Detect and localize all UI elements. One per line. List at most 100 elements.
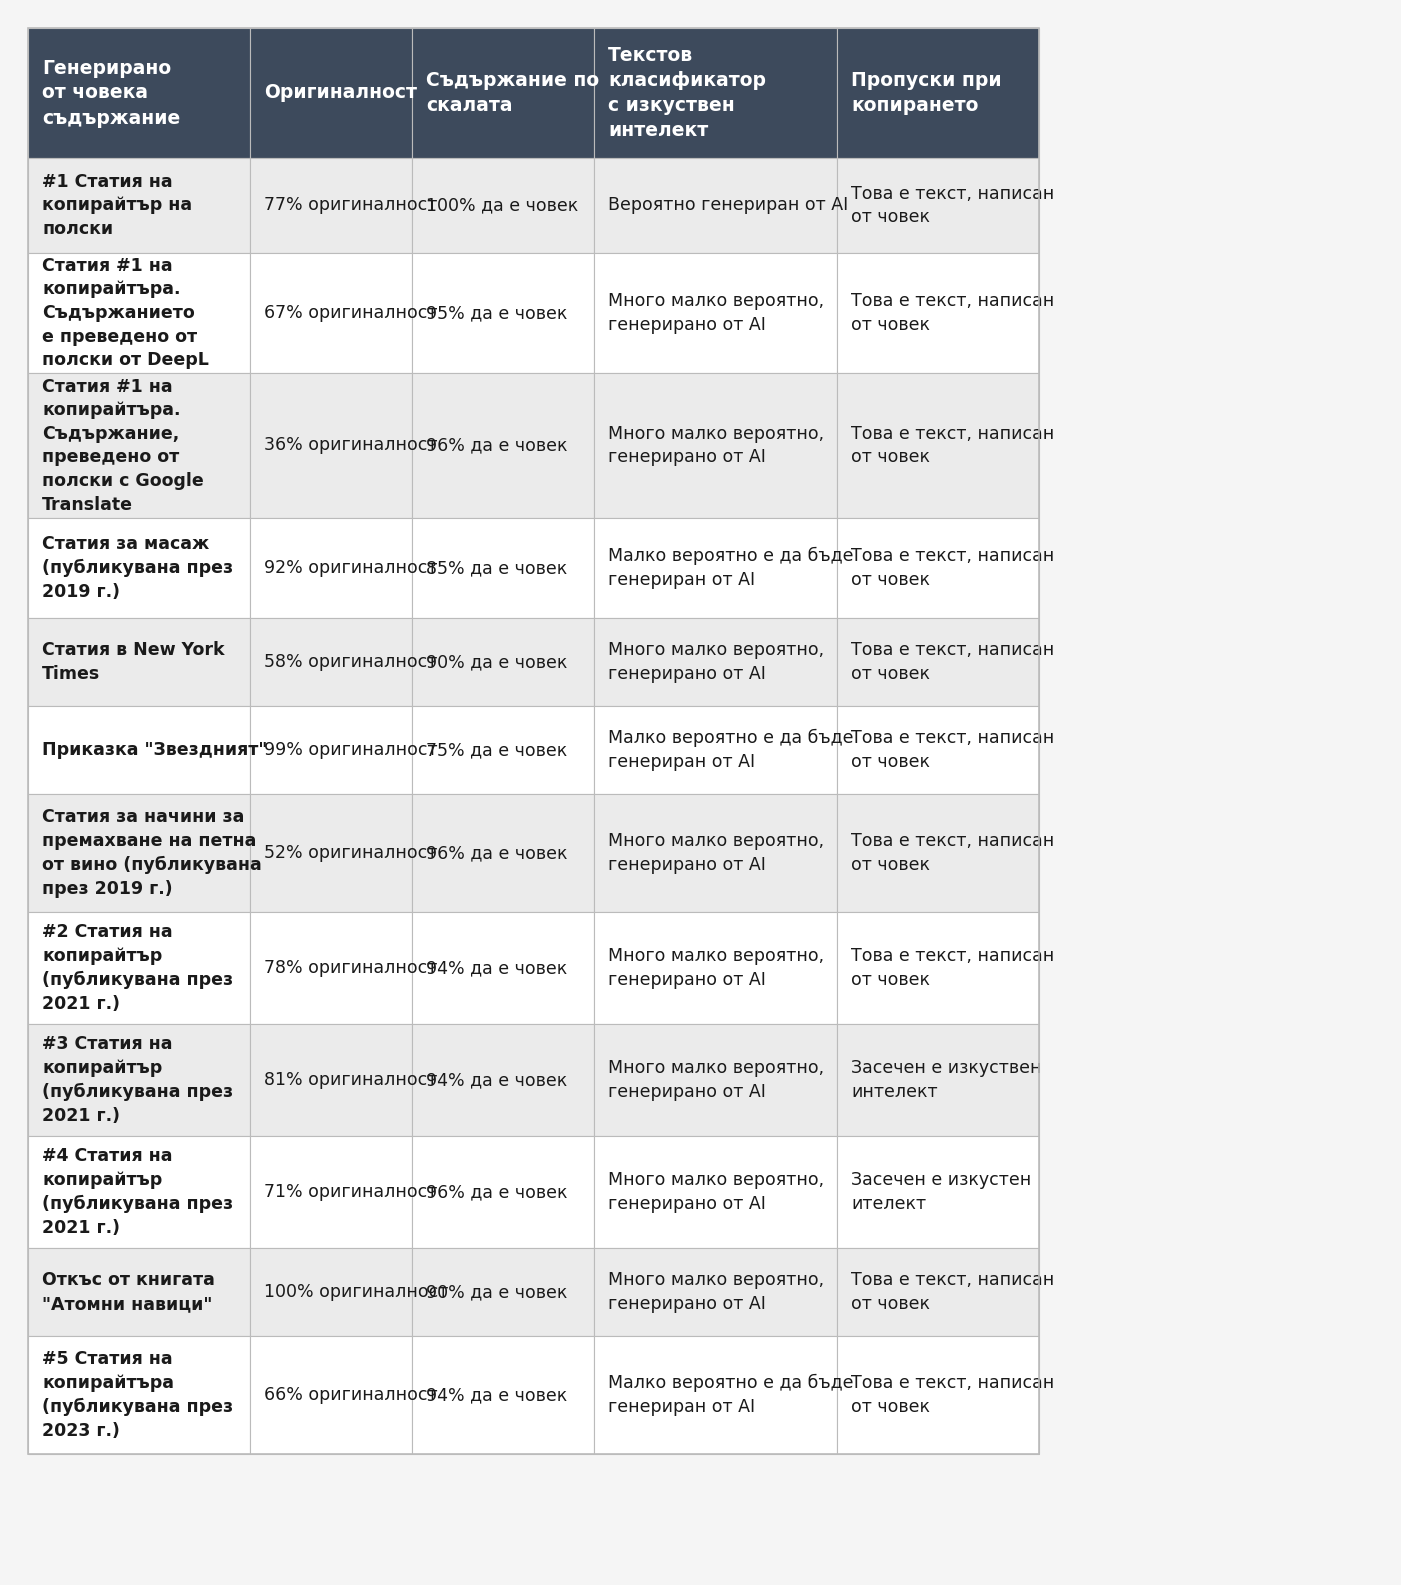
Bar (836, 158, 1040, 254)
Text: Генерирано
от човека
съдържание: Генерирано от човека съдържание (42, 59, 181, 127)
Bar (249, 254, 412, 372)
Bar (28, 518, 249, 618)
Text: Статия за начини за
премахване на петна
от вино (публикувана
през 2019 г.): Статия за начини за премахване на петна … (42, 808, 262, 897)
Bar (412, 1024, 594, 1136)
Bar (249, 518, 412, 618)
Bar (249, 1247, 412, 1336)
Text: Много малко вероятно,
генерирано от AI: Много малко вероятно, генерирано от AI (608, 642, 824, 683)
Text: 58% оригиналност: 58% оригиналност (263, 653, 437, 670)
Text: 96% да е човек: 96% да е човек (426, 843, 567, 862)
Bar (594, 1136, 836, 1247)
Text: 85% да е човек: 85% да е човек (426, 560, 567, 577)
Bar (412, 705, 594, 794)
Bar (836, 372, 1040, 518)
Bar (249, 794, 412, 911)
Text: Съдържание по
скалата: Съдържание по скалата (426, 71, 600, 116)
Bar (594, 1336, 836, 1453)
Text: Това е текст, написан
от човек: Това е текст, написан от човек (850, 292, 1054, 334)
Text: Много малко вероятно,
генерирано от AI: Много малко вероятно, генерирано от AI (608, 1171, 824, 1213)
Text: 96% да е човек: 96% да е човек (426, 1182, 567, 1201)
Bar (836, 618, 1040, 705)
Text: Това е текст, написан
от човек: Това е текст, написан от човек (850, 729, 1054, 770)
Text: Засечен е изкустен
ителект: Засечен е изкустен ителект (850, 1171, 1031, 1213)
Text: 96% да е човек: 96% да е човек (426, 436, 567, 455)
Bar (28, 158, 249, 254)
Text: Много малко вероятно,
генерирано от AI: Много малко вероятно, генерирано от AI (608, 832, 824, 873)
Bar (412, 618, 594, 705)
Text: #5 Статия на
копирайтъра
(публикувана през
2023 г.): #5 Статия на копирайтъра (публикувана пр… (42, 1350, 233, 1439)
Text: Статия в New York
Times: Статия в New York Times (42, 642, 224, 683)
Text: Това е текст, написан
от човек: Това е текст, написан от човек (850, 425, 1054, 466)
Text: Малко вероятно е да бъде
генериран от AI: Малко вероятно е да бъде генериран от AI (608, 729, 853, 770)
Bar (836, 794, 1040, 911)
Bar (249, 1136, 412, 1247)
Text: 100% оригиналност: 100% оригиналност (263, 1282, 448, 1301)
Bar (594, 29, 836, 158)
Text: Много малко вероятно,
генерирано от AI: Много малко вероятно, генерирано от AI (608, 1271, 824, 1312)
Text: Много малко вероятно,
генерирано от AI: Много малко вероятно, генерирано от AI (608, 292, 824, 334)
Bar (28, 254, 249, 372)
Bar (412, 1247, 594, 1336)
Bar (28, 911, 249, 1024)
Text: Това е текст, написан
от човек: Това е текст, написан от човек (850, 185, 1054, 227)
Bar (249, 29, 412, 158)
Text: Това е текст, написан
от човек: Това е текст, написан от човек (850, 547, 1054, 588)
Bar (412, 794, 594, 911)
Bar (412, 29, 594, 158)
Bar (412, 158, 594, 254)
Bar (594, 158, 836, 254)
Bar (594, 372, 836, 518)
Bar (412, 254, 594, 372)
Bar (249, 618, 412, 705)
Text: 100% да е човек: 100% да е човек (426, 197, 579, 214)
Bar (594, 705, 836, 794)
Text: Това е текст, написан
от човек: Това е текст, написан от човек (850, 1374, 1054, 1415)
Text: #3 Статия на
копирайтър
(публикувана през
2021 г.): #3 Статия на копирайтър (публикувана пре… (42, 1035, 233, 1124)
Text: Малко вероятно е да бъде
генериран от AI: Малко вероятно е да бъде генериран от AI (608, 1374, 853, 1415)
Bar (594, 794, 836, 911)
Bar (28, 29, 249, 158)
Bar (249, 1336, 412, 1453)
Text: 99% оригиналност: 99% оригиналност (263, 742, 437, 759)
Bar (249, 911, 412, 1024)
Text: #1 Статия на
копирайтър на
полски: #1 Статия на копирайтър на полски (42, 173, 192, 238)
Bar (28, 1247, 249, 1336)
Text: 75% да е човек: 75% да е човек (426, 742, 567, 759)
Text: 77% оригиналност: 77% оригиналност (263, 197, 437, 214)
Bar (412, 518, 594, 618)
Bar (28, 1024, 249, 1136)
Text: Откъс от книгата
"Атомни навици": Откъс от книгата "Атомни навици" (42, 1271, 214, 1312)
Text: 94% да е човек: 94% да е човек (426, 959, 567, 976)
Text: 71% оригиналност: 71% оригиналност (263, 1182, 437, 1201)
Text: Много малко вероятно,
генерирано от AI: Много малко вероятно, генерирано от AI (608, 1059, 824, 1102)
Bar (836, 705, 1040, 794)
Bar (249, 705, 412, 794)
Bar (836, 29, 1040, 158)
Text: Засечен е изкуствен
интелект: Засечен е изкуствен интелект (850, 1059, 1041, 1102)
Text: 90% да е човек: 90% да е човек (426, 1282, 567, 1301)
Text: Статия за масаж
(публикувана през
2019 г.): Статия за масаж (публикувана през 2019 г… (42, 536, 233, 601)
Text: Това е текст, написан
от човек: Това е текст, написан от човек (850, 832, 1054, 873)
Bar (249, 372, 412, 518)
Text: Статия #1 на
копирайтъра.
Съдържанието
е преведено от
полски от DeepL: Статия #1 на копирайтъра. Съдържанието е… (42, 257, 209, 369)
Bar (836, 254, 1040, 372)
Bar (836, 1136, 1040, 1247)
Text: 52% оригиналност: 52% оригиналност (263, 843, 437, 862)
Text: #4 Статия на
копирайтър
(публикувана през
2021 г.): #4 Статия на копирайтър (публикувана пре… (42, 1148, 233, 1236)
Text: Това е текст, написан
от човек: Това е текст, написан от човек (850, 642, 1054, 683)
Text: Пропуски при
копирането: Пропуски при копирането (850, 71, 1002, 116)
Bar (412, 911, 594, 1024)
Text: 94% да е човек: 94% да е човек (426, 1385, 567, 1404)
Bar (836, 518, 1040, 618)
Bar (836, 1024, 1040, 1136)
Bar (594, 618, 836, 705)
Bar (836, 911, 1040, 1024)
Bar (28, 29, 1040, 1453)
Text: Това е текст, написан
от човек: Това е текст, написан от човек (850, 1271, 1054, 1312)
Text: 90% да е човек: 90% да е човек (426, 653, 567, 670)
Bar (594, 254, 836, 372)
Bar (28, 618, 249, 705)
Bar (28, 29, 1040, 1453)
Bar (594, 518, 836, 618)
Bar (836, 1247, 1040, 1336)
